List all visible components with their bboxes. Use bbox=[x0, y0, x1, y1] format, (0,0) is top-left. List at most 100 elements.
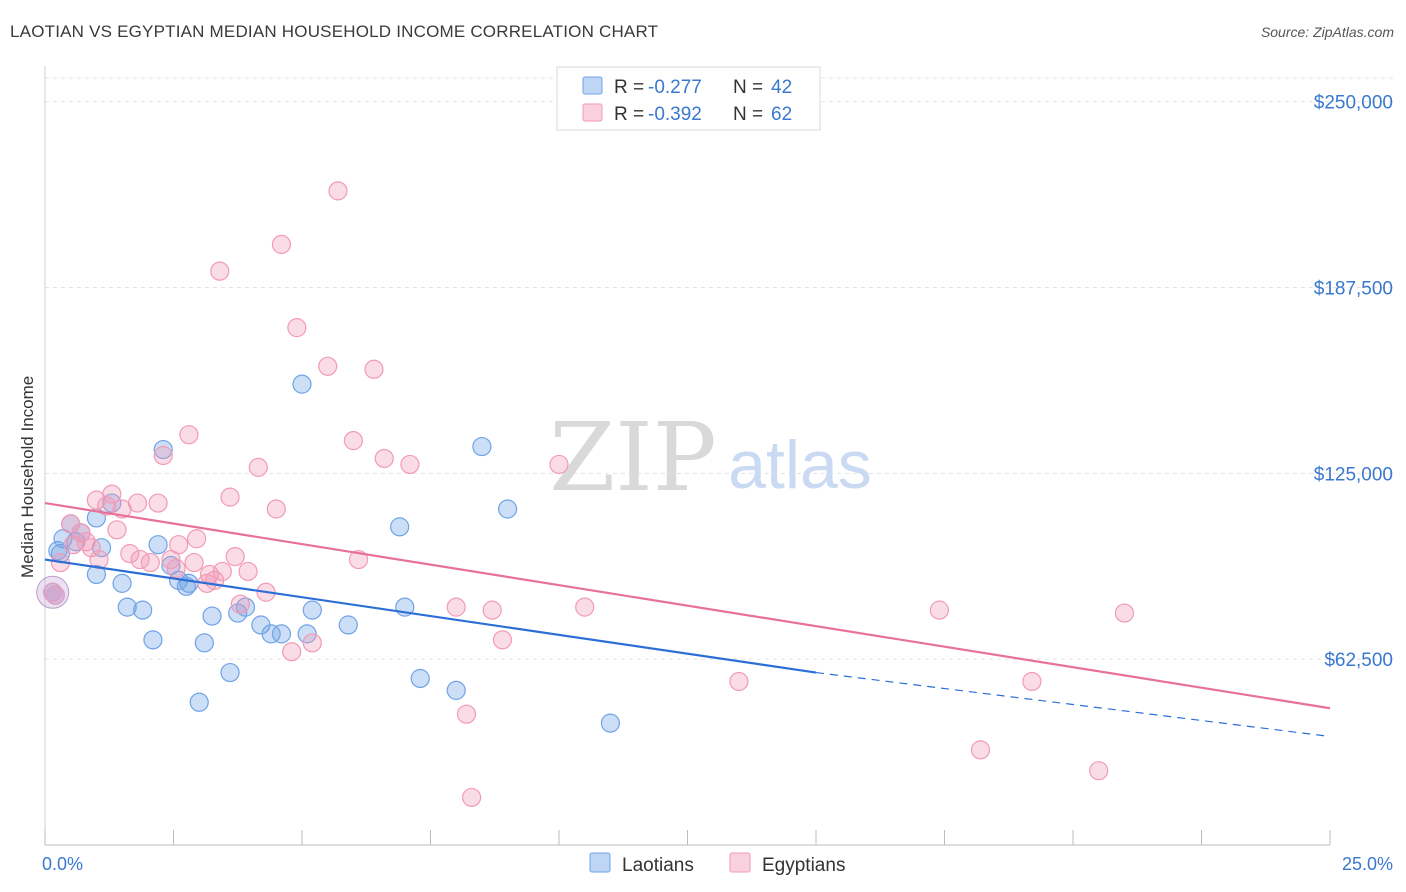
egyptians-point bbox=[1114, 603, 1135, 623]
laotians-point bbox=[390, 517, 410, 537]
egyptians-point bbox=[328, 181, 348, 201]
egyptians-point bbox=[153, 445, 173, 466]
laotians-point bbox=[446, 680, 466, 700]
laotians-point bbox=[235, 597, 256, 617]
egyptians-point bbox=[248, 457, 268, 477]
laotians-legend-swatch bbox=[582, 76, 603, 95]
egyptians-point bbox=[212, 561, 232, 582]
n-value: 42 bbox=[771, 77, 792, 98]
chart-title: LAOTIAN VS EGYPTIAN MEDIAN HOUSEHOLD INC… bbox=[10, 22, 659, 41]
egyptians-point bbox=[71, 523, 91, 543]
egyptians-point bbox=[220, 487, 240, 507]
egyptians-legend-swatch bbox=[582, 103, 603, 122]
laotians-point bbox=[161, 555, 181, 576]
egyptians-point bbox=[575, 597, 595, 617]
egyptians-point bbox=[482, 600, 502, 620]
egyptians-point bbox=[287, 318, 307, 338]
egyptians-point bbox=[456, 704, 477, 724]
legend-egyptians-label: Egyptians bbox=[762, 855, 845, 876]
laotians-point bbox=[600, 713, 621, 733]
egyptians-point bbox=[148, 493, 168, 513]
laotians-point bbox=[292, 374, 312, 394]
egyptians-point bbox=[120, 544, 140, 564]
laotians-point bbox=[189, 692, 209, 712]
laotians-point bbox=[153, 439, 173, 460]
laotians-point bbox=[261, 624, 281, 644]
x-tick-label: 0.0% bbox=[42, 854, 83, 874]
y-tick-label: $62,500 bbox=[1324, 650, 1393, 671]
laotians-point bbox=[133, 600, 153, 620]
y-tick-label: $187,500 bbox=[1314, 279, 1393, 300]
laotians-point bbox=[148, 535, 168, 555]
egyptians-point bbox=[169, 535, 189, 555]
r-label: R = bbox=[614, 77, 644, 98]
egyptians-point bbox=[400, 454, 420, 475]
legend-laotians-label: Laotians bbox=[622, 855, 694, 876]
egyptians-point bbox=[179, 425, 199, 445]
x-tick-label: 25.0% bbox=[1342, 854, 1393, 874]
laotians-point bbox=[338, 615, 358, 635]
y-tick-label: $125,000 bbox=[1314, 464, 1393, 485]
n-label: N = bbox=[733, 77, 763, 98]
egyptians-point bbox=[462, 787, 482, 808]
egyptians-point bbox=[210, 261, 230, 281]
egyptians-point bbox=[187, 529, 207, 549]
egyptians-point bbox=[970, 740, 991, 760]
egyptians-point bbox=[492, 630, 513, 650]
egyptians-point bbox=[318, 356, 338, 376]
laotians-trend-extension bbox=[815, 671, 1331, 738]
egyptians-point bbox=[1022, 671, 1042, 692]
egyptians-point bbox=[43, 582, 63, 602]
overlap-point bbox=[36, 575, 70, 609]
egyptians-point bbox=[282, 642, 302, 662]
laotians-point bbox=[410, 668, 430, 689]
laotians-point bbox=[143, 630, 163, 650]
r-value: -0.277 bbox=[648, 77, 702, 98]
egyptians-point bbox=[343, 431, 363, 451]
laotians-point bbox=[202, 606, 222, 626]
r-value: -0.392 bbox=[648, 104, 702, 125]
egyptians-point bbox=[929, 600, 949, 620]
laotians-trend-line bbox=[44, 558, 817, 674]
legend-egyptians-swatch bbox=[729, 852, 751, 873]
watermark-zip: ZIP bbox=[549, 403, 716, 513]
n-value: 62 bbox=[771, 104, 792, 125]
laotians-point bbox=[179, 573, 199, 593]
egyptians-point bbox=[127, 493, 148, 513]
egyptians-point bbox=[446, 597, 466, 617]
laotians-point bbox=[271, 624, 292, 644]
egyptians-point bbox=[266, 499, 286, 519]
source-label: Source: ZipAtlas.com bbox=[1260, 24, 1394, 40]
egyptians-point bbox=[364, 359, 384, 379]
egyptians-point bbox=[97, 496, 117, 516]
egyptians-point bbox=[166, 558, 186, 579]
egyptians-point bbox=[271, 234, 292, 254]
egyptians-point bbox=[161, 549, 181, 570]
laotians-point bbox=[220, 662, 240, 683]
laotians-point bbox=[472, 436, 492, 457]
watermark-atlas: atlas bbox=[728, 427, 872, 503]
laotians-point bbox=[86, 564, 107, 585]
egyptians-point bbox=[348, 549, 369, 570]
egyptians-point bbox=[549, 454, 569, 475]
egyptians-point bbox=[81, 538, 101, 558]
laotians-point bbox=[112, 573, 132, 593]
egyptians-point bbox=[102, 484, 122, 504]
r-label: R = bbox=[614, 104, 644, 125]
laotians-point bbox=[117, 597, 137, 617]
laotians-point bbox=[498, 499, 518, 519]
egyptians-point bbox=[302, 633, 322, 653]
egyptians-trend-line bbox=[44, 501, 1331, 710]
egyptians-point bbox=[374, 448, 394, 469]
n-label: N = bbox=[733, 104, 763, 125]
egyptians-point bbox=[140, 552, 160, 573]
egyptians-point bbox=[1089, 761, 1109, 781]
egyptians-point bbox=[45, 585, 65, 605]
laotians-point bbox=[302, 600, 322, 620]
egyptians-point bbox=[238, 561, 258, 582]
laotians-point bbox=[194, 633, 214, 653]
egyptians-point bbox=[184, 552, 204, 573]
egyptians-point bbox=[729, 671, 749, 692]
egyptians-point bbox=[107, 520, 127, 540]
egyptians-point bbox=[225, 546, 245, 567]
